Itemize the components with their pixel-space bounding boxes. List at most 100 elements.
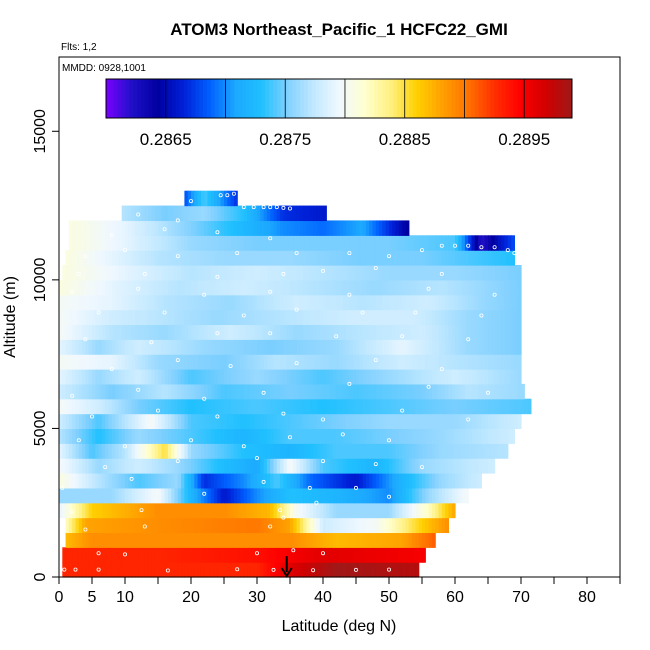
heatmap-cell (92, 383, 96, 400)
heatmap-cell (283, 532, 288, 548)
heatmap-cell (438, 339, 443, 355)
heatmap-cell (128, 458, 133, 474)
heatmap-cell (352, 383, 357, 400)
heatmap-cell (458, 339, 463, 355)
heatmap-cell (210, 458, 215, 474)
heatmap-cell (167, 235, 172, 251)
heatmap-cell (98, 487, 103, 504)
heatmap-cell (233, 220, 238, 236)
heatmap-cell (273, 309, 278, 326)
heatmap-cell (98, 458, 103, 474)
heatmap-cell (346, 502, 350, 519)
heatmap-cell (62, 487, 67, 504)
heatmap-cell (131, 324, 136, 340)
heatmap-cell (323, 324, 327, 340)
heatmap-cell (458, 398, 463, 415)
colorbar-segment (226, 79, 231, 118)
heatmap-cell (286, 532, 291, 548)
heatmap-cell (339, 309, 344, 326)
heatmap-cell (316, 324, 321, 340)
observation-point (452, 243, 457, 248)
heatmap-cell (464, 279, 469, 296)
observation-point (96, 551, 101, 556)
heatmap-cell (359, 220, 364, 236)
heatmap-cell (68, 279, 73, 296)
heatmap-cell (435, 502, 440, 519)
observation-point (254, 456, 259, 461)
heatmap-cell (299, 339, 304, 355)
heatmap-cell (88, 458, 93, 474)
heatmap-cell (323, 532, 327, 548)
chart-title: ATOM3 Northeast_Pacific_1 HCFC22_GMI (170, 20, 508, 39)
heatmap-cell (154, 369, 159, 385)
heatmap-cell (194, 487, 199, 504)
heatmap-cell (171, 398, 176, 415)
heatmap-cell (92, 443, 96, 459)
heatmap-cell (144, 369, 149, 385)
heatmap-cell (392, 354, 397, 370)
heatmap-cell (158, 562, 162, 578)
heatmap-cell (207, 458, 212, 474)
heatmap-cell (194, 190, 199, 207)
heatmap-cell (191, 279, 195, 296)
heatmap-cell (263, 487, 268, 504)
heatmap-cell (313, 235, 317, 251)
heatmap-cell (494, 354, 499, 370)
observation-point (70, 393, 75, 398)
heatmap-cell (468, 398, 473, 415)
heatmap-cell (230, 279, 235, 296)
heatmap-cell (151, 369, 156, 385)
heatmap-cell (121, 309, 126, 326)
heatmap-cell (214, 354, 218, 370)
heatmap-cell (511, 354, 515, 370)
heatmap-cell (415, 339, 420, 355)
heatmap-cell (293, 473, 298, 489)
heatmap-cell (286, 369, 291, 385)
heatmap-cell (240, 547, 245, 563)
heatmap-cell (336, 398, 341, 415)
heatmap-cell (197, 339, 202, 355)
heatmap-cell (296, 324, 301, 340)
heatmap-cell (98, 369, 103, 385)
heatmap-cell (309, 220, 314, 236)
heatmap-cell (286, 547, 291, 563)
heatmap-cell (431, 517, 436, 534)
observation-point (241, 444, 246, 449)
heatmap-cell (389, 294, 393, 311)
heatmap-cell (379, 398, 383, 415)
heatmap-cell (253, 339, 258, 355)
heatmap-cell (88, 339, 93, 355)
heatmap-cell (412, 443, 416, 459)
heatmap-cell (365, 324, 370, 340)
heatmap-cell (207, 309, 212, 326)
heatmap-cell (118, 547, 123, 563)
heatmap-cell (415, 428, 420, 444)
heatmap-cell (428, 517, 433, 534)
heatmap-cell (323, 205, 327, 222)
heatmap-cell (181, 547, 185, 563)
heatmap-cell (250, 428, 255, 444)
heatmap-cell (332, 324, 337, 340)
heatmap-cell (319, 458, 324, 474)
heatmap-cell (359, 517, 364, 534)
heatmap-cell (253, 547, 258, 563)
heatmap-cell (491, 398, 496, 415)
heatmap-cell (375, 532, 380, 548)
observation-point (274, 205, 279, 210)
heatmap-cell (167, 517, 172, 534)
heatmap-cell (375, 294, 380, 311)
heatmap-cell (339, 220, 344, 236)
heatmap-cell (82, 562, 86, 578)
heatmap-cell (111, 398, 116, 415)
heatmap-cell (154, 220, 159, 236)
heatmap-cell (263, 309, 268, 326)
colorbar-segment (152, 79, 157, 118)
heatmap-cell (75, 354, 80, 370)
heatmap-row (59, 339, 522, 355)
heatmap-cell (233, 250, 238, 266)
observation-point (347, 292, 352, 297)
heatmap-cell (362, 443, 367, 459)
heatmap-cell (158, 205, 162, 222)
heatmap-cell (237, 428, 242, 444)
heatmap-cell (296, 532, 301, 548)
